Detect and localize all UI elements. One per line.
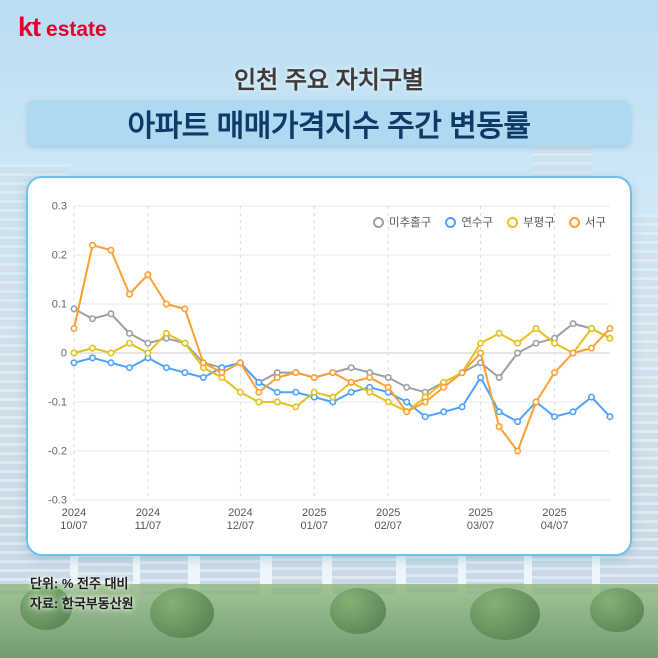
svg-text:0.1: 0.1	[52, 299, 67, 311]
chart-card: 0.3 0.2 0.1 0 -0.1 -0.2 -0.3 2024 10/07 2024 11/07…	[26, 176, 632, 556]
legend-label: 미추홀구	[389, 217, 432, 229]
svg-text:2024: 2024	[136, 507, 160, 519]
legend-label: 서구	[584, 217, 606, 229]
svg-text:03/07: 03/07	[467, 520, 495, 532]
page-title-banner: 아파트 매매가격지수 주간 변동률	[27, 100, 631, 146]
svg-text:02/07: 02/07	[374, 520, 402, 532]
svg-text:01/07: 01/07	[301, 520, 329, 532]
svg-text:-0.3: -0.3	[48, 495, 67, 507]
tree-icon	[330, 588, 386, 634]
legend-marker-icon	[445, 216, 457, 228]
svg-text:-0.2: -0.2	[48, 446, 67, 458]
svg-text:2024: 2024	[228, 507, 252, 519]
svg-text:11/07: 11/07	[135, 520, 162, 532]
legend-marker-icon	[373, 216, 384, 228]
legend-item: 부평구	[507, 214, 555, 230]
svg-text:-0.1: -0.1	[48, 397, 67, 409]
svg-text:2025: 2025	[542, 507, 566, 519]
legend-item: 서구	[568, 214, 606, 230]
page-title: 아파트 매매가격지수 주간 변동률	[127, 110, 531, 143]
source-note: 자료: 한국부동산원	[30, 595, 134, 611]
legend-marker-icon	[507, 216, 519, 228]
svg-text:2025: 2025	[468, 507, 492, 519]
kt-logo-text: kt	[18, 12, 41, 42]
page-subtitle: 인천 주요 자치구별	[234, 67, 424, 94]
unit-note: 단위: % 전주 대비	[30, 576, 129, 591]
svg-text:0.3: 0.3	[52, 201, 67, 213]
estate-logo-text: estate	[46, 18, 107, 41]
tree-icon	[590, 588, 644, 632]
svg-text:2024: 2024	[62, 507, 86, 519]
kt-estate-logo: kt estate	[18, 12, 107, 43]
svg-text:0: 0	[61, 348, 67, 360]
svg-text:10/07: 10/07	[60, 520, 88, 532]
legend-label: 연수구	[461, 217, 494, 229]
tree-icon	[470, 588, 540, 640]
tree-icon	[20, 586, 72, 630]
legend-label: 부평구	[523, 217, 555, 229]
svg-text:12/07: 12/07	[227, 520, 255, 532]
svg-text:0.2: 0.2	[52, 250, 67, 262]
svg-text:2025: 2025	[376, 507, 400, 519]
line-chart: 0.30.20.10-0.1-0.2-0.3202410/07202411/07…	[48, 201, 614, 532]
legend-marker-icon	[568, 216, 580, 228]
legend-item: 미추홀구	[373, 214, 431, 230]
legend-item: 연수구	[445, 214, 493, 230]
tree-icon	[150, 588, 214, 638]
svg-text:2025: 2025	[302, 507, 326, 519]
svg-text:04/07: 04/07	[541, 520, 569, 532]
park-greenery	[0, 584, 658, 658]
chart-legend: 미추홀구 연수구 부평구 서구	[373, 214, 606, 230]
footer-notes: 단위: % 전주 대비 자료: 한국부동산원	[30, 574, 134, 613]
